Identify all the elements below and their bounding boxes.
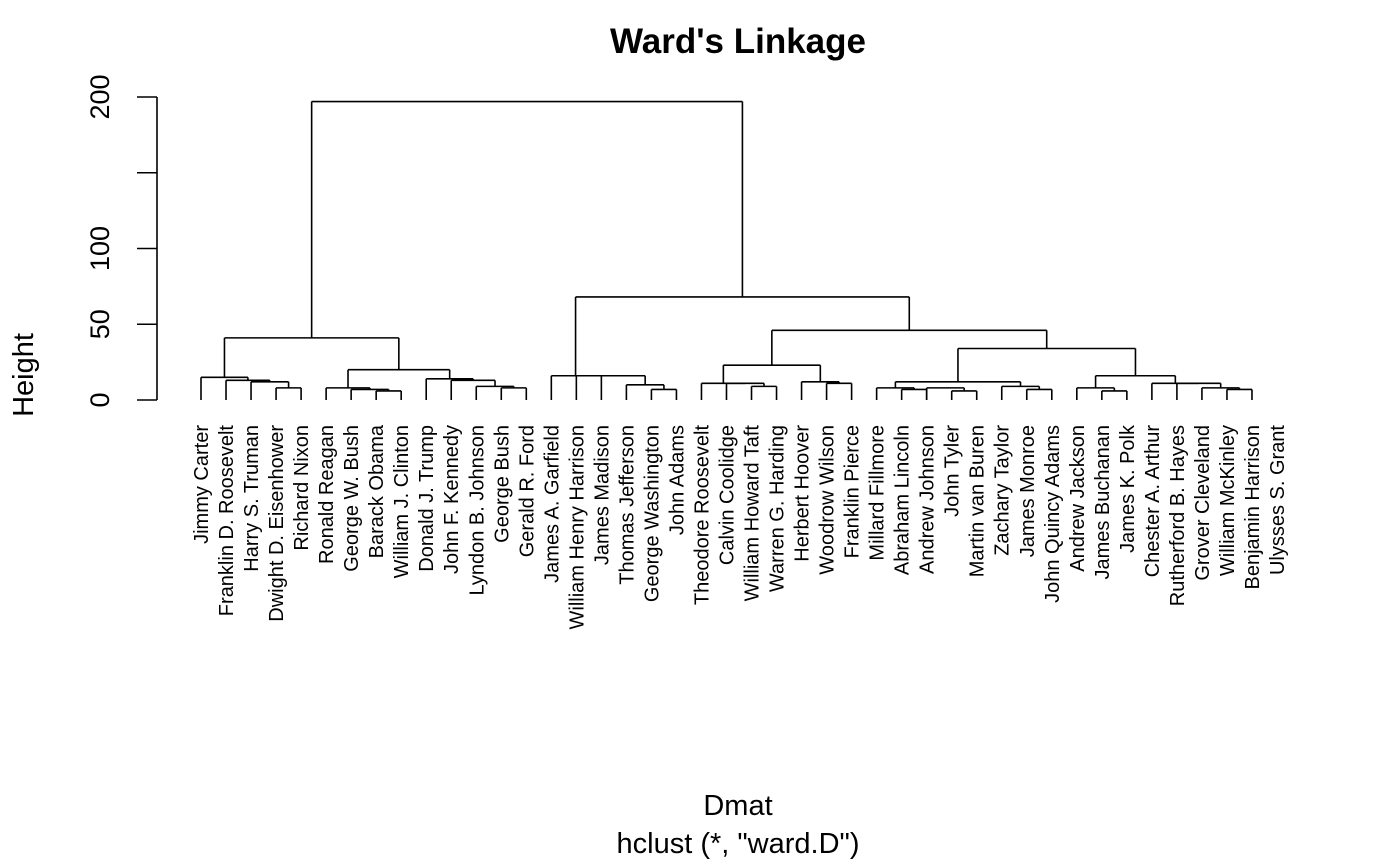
leaf-label: Franklin Pierce: [842, 425, 864, 558]
method-sublabel: hclust (*, "ward.D"): [617, 828, 860, 860]
y-axis-title: Height: [8, 333, 40, 417]
leaf-label: George W. Bush: [341, 425, 363, 572]
leaf-label: William J. Clinton: [391, 425, 413, 578]
leaf-label: Millard Fillmore: [867, 425, 889, 561]
leaf-label: James Madison: [591, 425, 613, 565]
leaf-label: William Henry Harrison: [566, 425, 588, 629]
leaf-label: John Adams: [666, 425, 688, 535]
leaf-label: James K. Polk: [1117, 424, 1139, 553]
leaf-label: William Howard Taft: [742, 425, 764, 602]
leaf-label: Benjamin Harrison: [1242, 425, 1264, 590]
y-tick-label: 0: [85, 392, 115, 407]
leaf-label: John F. Kennedy: [441, 425, 463, 574]
leaf-label: Jimmy Carter: [191, 425, 213, 544]
leaf-label: George Washington: [641, 425, 663, 602]
leaf-label: Franklin D. Roosevelt: [216, 425, 238, 617]
leaf-label: Theodore Roosevelt: [691, 425, 713, 606]
leaf-label: William McKinley: [1217, 425, 1239, 576]
leaf-label: Rutherford B. Hayes: [1167, 425, 1189, 606]
y-tick-label: 100: [85, 226, 115, 271]
leaf-label: Andrew Jackson: [1067, 425, 1089, 572]
leaf-label: Lyndon B. Johnson: [466, 425, 488, 596]
leaf-label: John Quincy Adams: [1042, 425, 1064, 603]
leaf-label: Martin van Buren: [967, 425, 989, 577]
leaf-label: Barack Obama: [366, 424, 388, 558]
x-axis-title: Dmat: [703, 790, 772, 822]
y-tick-label: 200: [85, 74, 115, 119]
leaf-label: John Tyler: [942, 425, 964, 517]
dendrogram-tree: [200, 100, 1253, 400]
leaf-labels: Jimmy Carter Franklin D. Roosevelt Harry S…: [191, 424, 1289, 629]
y-tick-label: 50: [85, 309, 115, 339]
leaf-label: Dwight D. Eisenhower: [266, 425, 288, 622]
leaf-label: Woodrow Wilson: [817, 425, 839, 575]
leaf-label: Calvin Coolidge: [716, 425, 738, 565]
leaf-label: Gerald R. Ford: [516, 425, 538, 557]
leaf-label: James Monroe: [1017, 425, 1039, 557]
leaf-label: Grover Cleveland: [1192, 425, 1214, 581]
leaf-label: George Bush: [491, 425, 513, 543]
leaf-label: Warren G. Harding: [767, 425, 789, 592]
leaf-label: James A. Garfield: [541, 425, 563, 583]
leaf-label: Herbert Hoover: [792, 425, 814, 562]
leaf-label: Andrew Johnson: [917, 425, 939, 574]
leaf-label: James Buchanan: [1092, 425, 1114, 580]
leaf-label: Ulysses S. Grant: [1267, 425, 1289, 575]
leaf-label: Harry S. Truman: [241, 425, 263, 572]
leaf-label: Ronald Reagan: [316, 425, 338, 564]
leaf-label: Thomas Jefferson: [616, 425, 638, 585]
leaf-label: Abraham Lincoln: [892, 425, 914, 575]
leaf-label: Richard Nixon: [291, 425, 313, 551]
leaf-label: Donald J. Trump: [416, 425, 438, 572]
y-axis: 0 50 100 200: [85, 74, 158, 408]
leaf-label: Chester A. Arthur: [1142, 425, 1164, 578]
leaf-label: Zachary Taylor: [992, 425, 1014, 556]
chart-title: Ward's Linkage: [610, 22, 866, 61]
